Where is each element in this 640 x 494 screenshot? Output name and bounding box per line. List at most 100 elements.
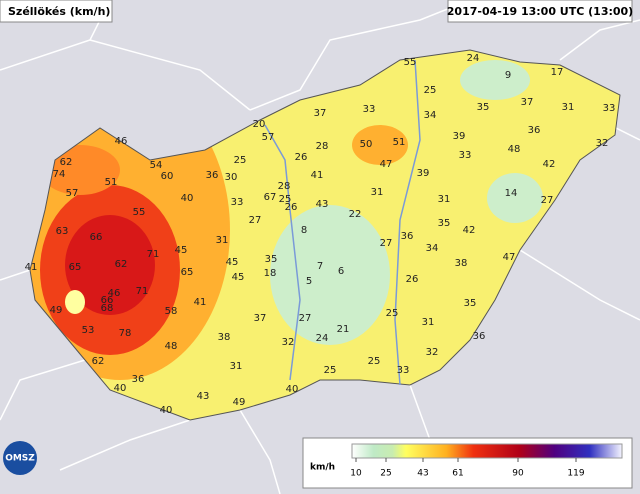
station-value: 55 [133,207,146,218]
station-value: 35 [464,298,477,309]
station-value: 20 [253,119,266,130]
station-value: 47 [503,252,516,263]
station-value: 35 [477,102,490,113]
station-value: 35 [265,254,278,265]
station-value: 34 [424,110,437,121]
station-value: 48 [508,144,521,155]
station-value: 25 [234,155,247,166]
station-value: 48 [165,341,178,352]
station-value: 42 [463,225,476,236]
station-value: 39 [453,131,466,142]
station-value: 40 [286,384,299,395]
color-scale [351,443,623,459]
station-value: 31 [371,187,384,198]
station-value: 28 [278,181,291,192]
station-value: 45 [226,257,239,268]
station-value: 25 [386,308,399,319]
station-value: 32 [282,337,295,348]
legend-unit: km/h [310,463,335,473]
station-value: 26 [295,152,308,163]
station-value: 49 [233,397,246,408]
station-value: 17 [551,67,564,78]
station-value: 26 [406,274,419,285]
station-value: 62 [92,356,105,367]
station-value: 33 [397,365,410,376]
station-value: 32 [596,138,609,149]
station-value: 41 [194,297,207,308]
station-value: 14 [505,188,518,199]
station-value: 22 [349,209,362,220]
station-value: 71 [147,249,160,260]
station-value: 66 [101,295,114,306]
station-value: 7 [317,261,323,272]
station-value: 38 [218,332,231,343]
station-value: 33 [603,103,616,114]
station-value: 24 [467,53,480,64]
station-value: 33 [231,197,244,208]
station-value: 31 [422,317,435,328]
logo: OMSZ [5,454,35,464]
station-value: 25 [324,365,337,376]
station-value: 51 [105,177,118,188]
title: Széllökés (km/h) [8,5,110,18]
rivers [264,59,421,386]
station-value: 36 [132,374,145,385]
station-value: 43 [316,199,329,210]
station-value: 31 [438,194,451,205]
legend-ticks: 10 25 43 61 90 119 [350,458,585,479]
station-value: 24 [316,333,329,344]
station-value: 37 [314,108,327,119]
station-value: 45 [232,272,245,283]
station-value: 31 [216,235,229,246]
station-value: 41 [25,262,38,273]
station-value: 57 [262,132,275,143]
station-value: 6 [338,266,344,277]
station-value: 27 [380,238,393,249]
station-value: 74 [53,169,66,180]
station-value: 41 [311,170,324,181]
station-value: 25 [424,85,437,96]
station-value: 65 [181,267,194,278]
station-value: 8 [301,225,307,236]
station-value: 55 [404,57,417,68]
station-value: 40 [160,405,173,416]
station-value: 63 [56,226,69,237]
station-value: 54 [150,160,163,171]
legend-tick-label: 90 [512,469,524,479]
station-value: 36 [206,170,219,181]
station-value: 31 [230,361,243,372]
station-value: 33 [459,150,472,161]
station-value: 34 [426,243,439,254]
station-value: 40 [114,383,127,394]
station-value: 68 [101,303,114,314]
station-value: 36 [401,231,414,242]
station-value: 28 [316,141,329,152]
timestamp: 2017-04-19 13:00 UTC (13:00) [447,5,633,18]
station-value: 25 [279,194,292,205]
title-box [0,0,113,23]
station-value: 49 [50,305,63,316]
legend-tick-label: 119 [567,469,584,479]
legend-tick-label: 61 [452,469,463,479]
station-value: 36 [473,331,486,342]
station-value: 37 [521,97,534,108]
station-value: 32 [426,347,439,358]
legend-tick-label: 25 [380,469,391,479]
station-value: 38 [455,258,468,269]
station-value: 62 [60,157,73,168]
station-value: 18 [264,268,277,279]
station-value: 62 [115,259,128,270]
station-value: 33 [363,104,376,115]
station-value: 50 [360,139,373,150]
station-value: 71 [136,286,149,297]
station-value: 42 [543,159,556,170]
station-value: 47 [380,159,393,170]
station-value: 65 [69,262,82,273]
timestamp-box [447,0,633,23]
station-value: 57 [66,188,79,199]
station-value: 78 [119,328,132,339]
station-value: 51 [393,137,406,148]
